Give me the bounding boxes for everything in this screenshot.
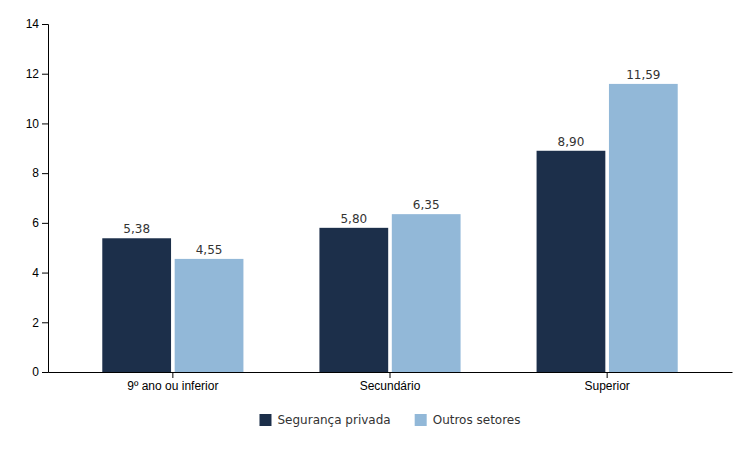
bar xyxy=(319,228,388,372)
bar xyxy=(609,84,678,372)
data-label: 11,59 xyxy=(626,68,660,82)
axis-line xyxy=(42,25,49,373)
bars xyxy=(102,84,677,372)
legend-item: Outros setores xyxy=(415,413,521,427)
tick-mark xyxy=(42,322,48,323)
tick-label: Secundário xyxy=(360,379,421,393)
legend-swatch xyxy=(259,414,271,426)
tick-mark xyxy=(607,372,608,378)
tick: 9º ano ou inferior xyxy=(127,372,218,393)
tick-label: 6 xyxy=(32,216,39,230)
tick-label: 12 xyxy=(26,67,40,81)
tick-mark xyxy=(42,123,48,124)
tick-label: 14 xyxy=(26,17,40,31)
data-label: 6,35 xyxy=(413,198,440,212)
x-axis: 9º ano ou inferior Secundário Superior xyxy=(49,372,733,393)
legend-label: Segurança privada xyxy=(277,413,390,427)
tick-mark xyxy=(42,74,48,75)
tick-label: 10 xyxy=(26,117,40,131)
tick: 4 xyxy=(32,266,48,280)
y-axis: 0 2 4 6 8 10 12 14 xyxy=(26,17,49,379)
legend-label: Outros setores xyxy=(433,413,521,427)
bar xyxy=(392,214,461,372)
tick: 0 xyxy=(32,365,48,379)
tick-mark xyxy=(42,273,48,274)
tick-mark xyxy=(42,372,48,373)
data-label: 5,38 xyxy=(123,222,150,236)
tick: 6 xyxy=(32,216,48,230)
legend-item: Segurança privada xyxy=(259,413,390,427)
tick-label: 9º ano ou inferior xyxy=(127,379,218,393)
legend: Segurança privada Outros setores xyxy=(259,413,520,427)
tick-label: 4 xyxy=(32,266,39,280)
chart: 0 2 4 6 8 10 12 14 9º ano ou inferior Secundário S… xyxy=(0,0,752,450)
bar xyxy=(175,259,244,372)
tick: 14 xyxy=(26,17,48,31)
tick-label: Superior xyxy=(584,379,629,393)
data-labels: 5,38 5,80 8,90 4,55 6,35 11,59 xyxy=(123,68,660,257)
tick: 8 xyxy=(32,166,48,180)
tick-mark xyxy=(172,372,173,378)
data-label: 5,80 xyxy=(340,212,367,226)
bar xyxy=(102,238,171,372)
tick-mark xyxy=(42,24,48,25)
tick: 12 xyxy=(26,67,48,81)
plot: 0 2 4 6 8 10 12 14 9º ano ou inferior Secundário S… xyxy=(26,17,733,392)
data-label: 8,90 xyxy=(558,135,585,149)
tick-label: 8 xyxy=(32,166,39,180)
tick-mark xyxy=(42,223,48,224)
tick: Secundário xyxy=(360,372,421,393)
legend-swatch xyxy=(415,414,427,426)
tick-mark xyxy=(390,372,391,378)
bar xyxy=(537,151,606,372)
tick: 10 xyxy=(26,117,48,131)
data-label: 4,55 xyxy=(196,243,223,257)
tick-label: 2 xyxy=(32,316,39,330)
tick-label: 0 xyxy=(32,365,39,379)
tick: 2 xyxy=(32,316,48,330)
tick: Superior xyxy=(584,372,629,393)
tick-mark xyxy=(42,173,48,174)
